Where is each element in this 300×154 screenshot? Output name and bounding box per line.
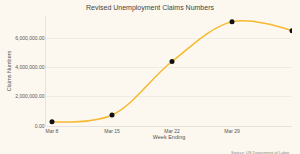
svg-text:Mar 22: Mar 22 (164, 128, 180, 134)
svg-text:Claims Numbers: Claims Numbers (6, 50, 12, 91)
svg-text:Mar 15: Mar 15 (104, 128, 120, 134)
svg-text:Week Ending: Week Ending (153, 134, 186, 140)
svg-text:Revised Unemployment Claims Nu: Revised Unemployment Claims Numbers (86, 4, 214, 12)
svg-text:4,000,000.00: 4,000,000.00 (15, 64, 44, 70)
svg-text:Source: US Department of Labor: Source: US Department of Labor (231, 150, 290, 154)
svg-text:0.00: 0.00 (35, 123, 45, 129)
svg-text:2,000,000.00: 2,000,000.00 (15, 93, 44, 99)
svg-text:6,000,000.00: 6,000,000.00 (15, 35, 44, 41)
svg-text:Mar 8: Mar 8 (46, 128, 59, 134)
svg-text:Mar 29: Mar 29 (224, 128, 240, 134)
